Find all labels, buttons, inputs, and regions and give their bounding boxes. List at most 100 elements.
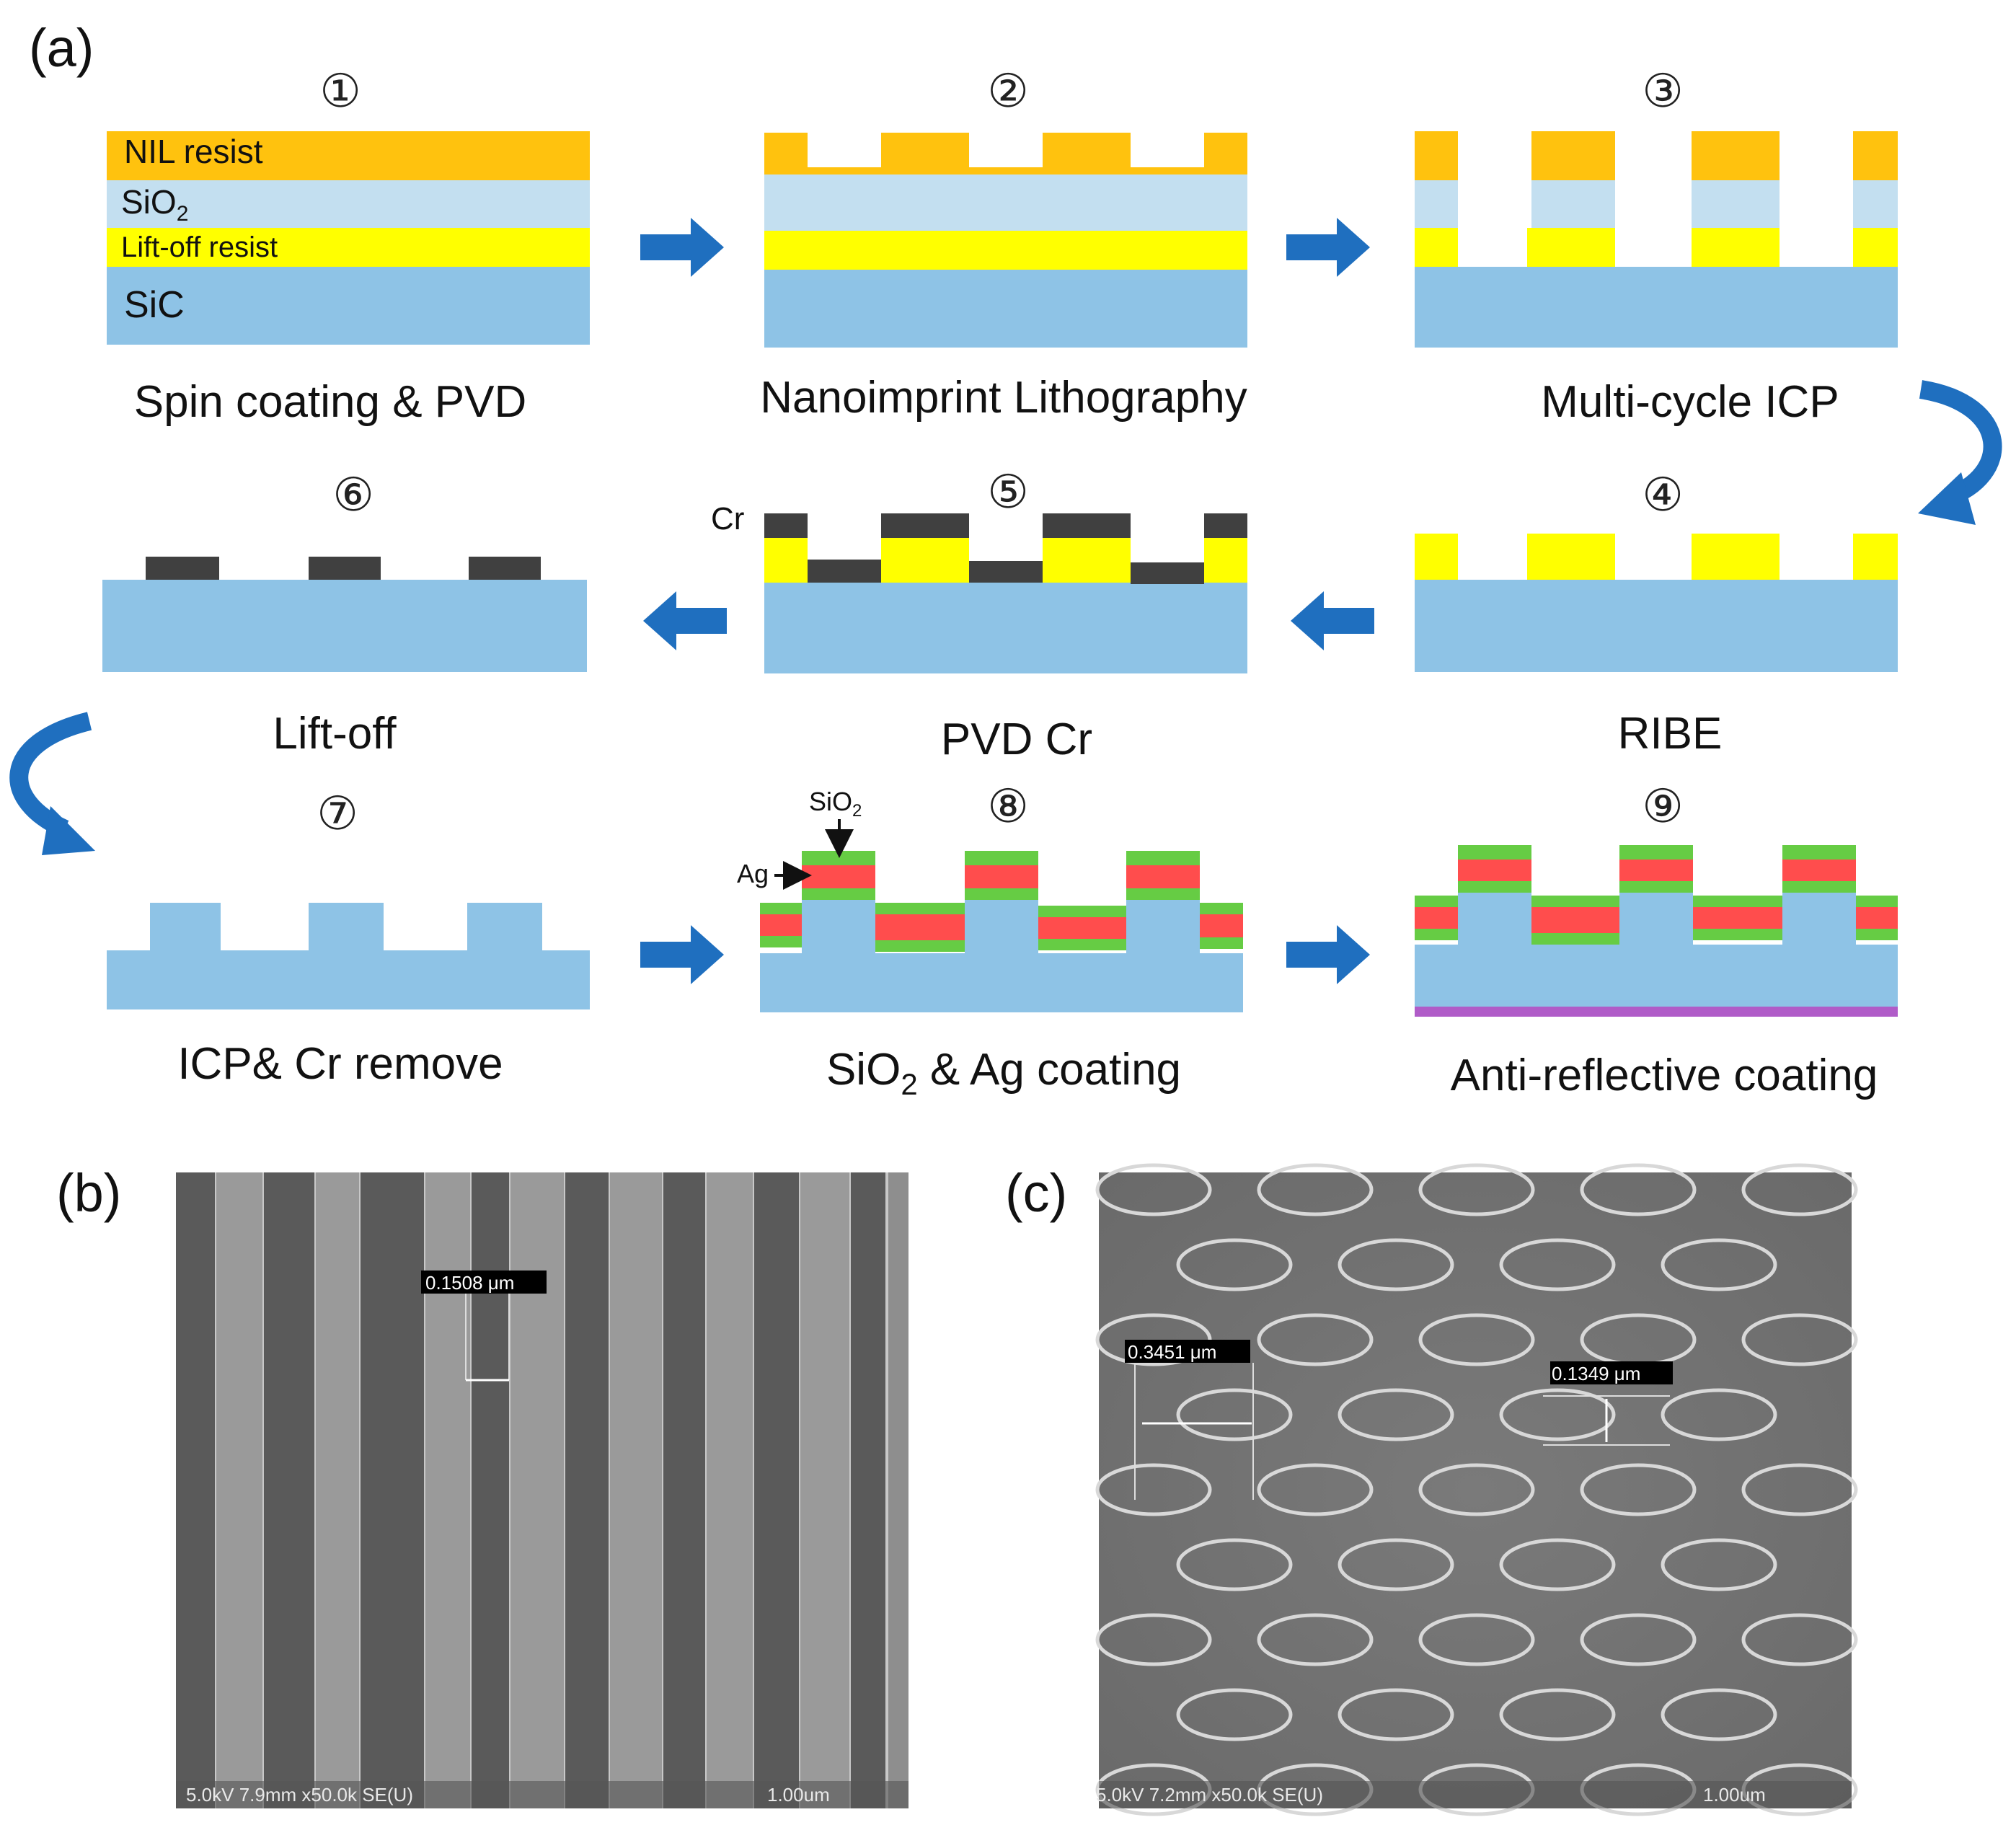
step-1-diagram: NIL resist SiO2 Lift-off resist SiC — [107, 131, 590, 345]
step-5-diagram: Cr — [711, 501, 1247, 673]
sem-ellipse — [1176, 1238, 1293, 1291]
sem-ellipse — [1661, 1238, 1777, 1291]
sem-stripe — [264, 1172, 316, 1808]
sic-label: SiC — [124, 284, 185, 326]
sem-b-scale: 1.00um — [767, 1784, 830, 1806]
step-number-4: ④ — [1642, 469, 1683, 521]
sio2-layer-label: SiO2 — [121, 183, 188, 226]
panel-label-b: (b) — [56, 1163, 121, 1223]
sem-stripe — [565, 1172, 610, 1808]
sem-ellipse — [1095, 1613, 1212, 1666]
sem-ellipse — [1418, 1163, 1535, 1216]
step-6-caption: Lift-off — [273, 709, 397, 759]
curved-arrow-step3-to-4 — [1918, 380, 2002, 525]
arrow-step5-to-6 — [643, 591, 727, 650]
sem-ellipse — [1257, 1463, 1374, 1516]
sem-ellipse — [1418, 1613, 1535, 1666]
step-number-6: ⑥ — [332, 469, 373, 521]
sem-c-measurement-1: 0.3451 μm — [1128, 1341, 1216, 1363]
sem-stripe — [663, 1172, 707, 1808]
sem-ellipse — [1257, 1163, 1374, 1216]
nil-resist-label: NIL resist — [124, 133, 263, 170]
sem-stripe — [316, 1172, 361, 1808]
step-number-7: ⑦ — [317, 787, 358, 839]
step-5-caption: PVD Cr — [941, 715, 1092, 764]
arrow-step8-to-9 — [1286, 925, 1370, 984]
sem-b-measurement: 0.1508 μm — [425, 1272, 514, 1294]
step-8-caption: SiO2 & Ag coating — [826, 1045, 1181, 1101]
step-6-diagram — [102, 557, 587, 672]
sem-image-b: 0.1508 μm 5.0kV 7.9mm x50.0k SE(U) 1.00u… — [176, 1172, 908, 1808]
sem-ellipse — [1257, 1313, 1374, 1366]
sem-c-info: 5.0kV 7.2mm x50.0k SE(U) — [1096, 1784, 1323, 1806]
step-3-caption: Multi-cycle ICP — [1541, 377, 1839, 427]
sem-ellipse — [1338, 1238, 1454, 1291]
sem-ellipse — [1176, 1388, 1293, 1441]
sem-ellipse — [1418, 1313, 1535, 1366]
sem-ellipse — [1580, 1613, 1697, 1666]
step-2-diagram — [764, 133, 1247, 348]
sem-ellipse — [1499, 1388, 1616, 1441]
panel-label-a: (a) — [29, 18, 94, 78]
step-1-caption: Spin coating & PVD — [134, 377, 527, 427]
panel-label-c: (c) — [1005, 1163, 1067, 1223]
sem-ellipse — [1741, 1163, 1858, 1216]
sem-stripe — [510, 1172, 565, 1808]
step-9-diagram — [1415, 845, 1898, 1017]
sem-ellipse — [1580, 1463, 1697, 1516]
arrow-step1-to-2 — [640, 218, 724, 277]
step-number-9: ⑨ — [1642, 780, 1683, 832]
sem-c-scale: 1.00um — [1703, 1784, 1766, 1806]
sem-ellipse — [1418, 1463, 1535, 1516]
step-4-caption: RIBE — [1618, 709, 1723, 759]
arrow-step4-to-5 — [1291, 591, 1374, 650]
sem-ellipse — [1095, 1463, 1212, 1516]
sem-ellipse — [1176, 1538, 1293, 1591]
arrow-step2-to-3 — [1286, 218, 1370, 277]
sem-stripe — [176, 1172, 216, 1808]
sem-stripe — [610, 1172, 663, 1808]
sem-ellipse — [1661, 1688, 1777, 1741]
sem-ellipse — [1338, 1538, 1454, 1591]
sem-ellipse — [1338, 1688, 1454, 1741]
sem-ellipse — [1176, 1688, 1293, 1741]
sem-ellipse — [1338, 1388, 1454, 1441]
sem-ellipse — [1499, 1688, 1616, 1741]
sem-stripe — [800, 1172, 851, 1808]
sem-ellipse — [1741, 1613, 1858, 1666]
sem-ellipse — [1741, 1463, 1858, 1516]
step-2-caption: Nanoimprint Lithography — [760, 373, 1247, 423]
step-8-diagram: SiO2 Ag — [737, 787, 1243, 1012]
sem-ellipse — [1095, 1163, 1212, 1216]
arrow-step7-to-8 — [640, 925, 724, 984]
step-4-diagram — [1415, 534, 1898, 672]
sem-ellipse — [1499, 1238, 1616, 1291]
step-9-caption: Anti-reflective coating — [1451, 1051, 1878, 1100]
sem-ellipse — [1661, 1538, 1777, 1591]
sem-image-c: 0.3451 μm 0.1349 μm 5.0kV 7.2mm x50.0k S… — [1095, 1163, 1858, 1816]
step-3-diagram — [1415, 131, 1898, 348]
sem-stripe — [216, 1172, 264, 1808]
sem-stripe — [851, 1172, 887, 1808]
step-number-3: ③ — [1642, 65, 1683, 117]
sio2-coat-label: SiO2 — [809, 787, 862, 821]
sem-b-info: 5.0kV 7.9mm x50.0k SE(U) — [186, 1784, 413, 1806]
sem-ellipse — [1741, 1313, 1858, 1366]
sem-stripe — [472, 1172, 510, 1808]
sem-ellipse — [1661, 1388, 1777, 1441]
sem-stripe — [425, 1172, 472, 1808]
curved-arrow-step6-to-7 — [9, 712, 95, 855]
step-number-5: ⑤ — [987, 466, 1028, 518]
step-number-2: ② — [987, 65, 1028, 117]
ag-label: Ag — [737, 859, 769, 888]
step-7-caption: ICP& Cr remove — [177, 1039, 503, 1089]
step-7-diagram — [107, 903, 590, 1009]
sem-stripe — [754, 1172, 800, 1808]
liftoff-resist-label: Lift-off resist — [121, 231, 278, 263]
sem-stripe — [707, 1172, 754, 1808]
cr-label: Cr — [711, 501, 744, 536]
sem-ellipse — [1257, 1613, 1374, 1666]
sem-c-measurement-2: 0.1349 μm — [1552, 1363, 1640, 1384]
step-number-1: ① — [319, 65, 361, 117]
